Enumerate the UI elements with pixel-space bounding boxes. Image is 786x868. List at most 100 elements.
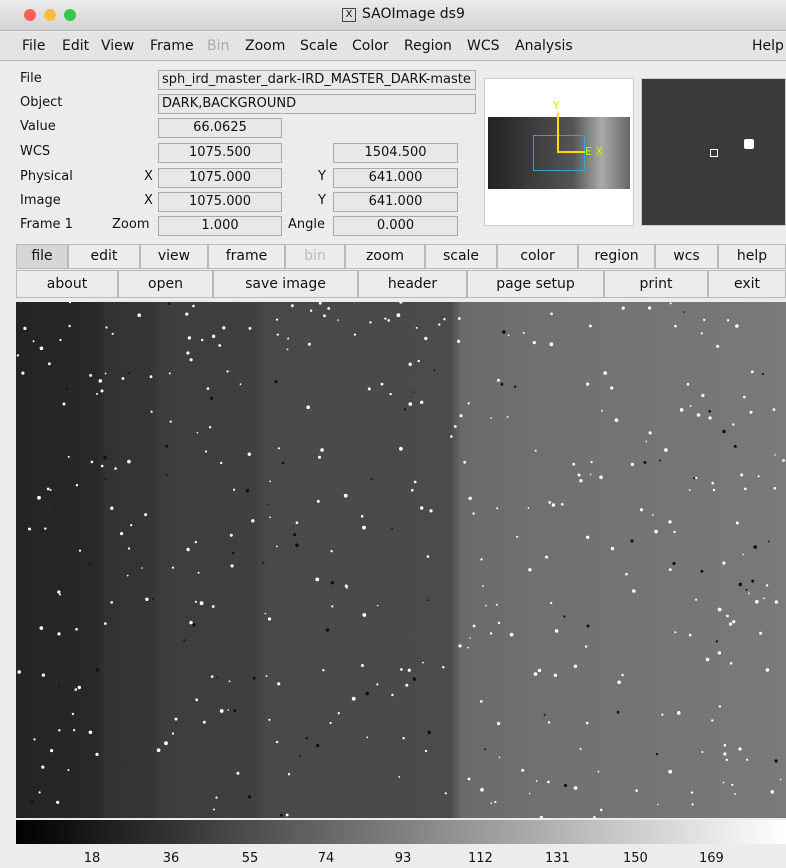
star [734, 793, 737, 795]
button-bar-button[interactable]: help [718, 244, 786, 269]
menu-item[interactable]: View [101, 38, 135, 54]
menu-item[interactable]: Color [352, 38, 389, 54]
star [527, 507, 530, 509]
field-x: 1075.000 [158, 168, 282, 188]
star [144, 513, 148, 517]
star [275, 740, 279, 744]
menu-item[interactable]: Region [404, 38, 452, 54]
command-button[interactable]: print [604, 270, 708, 298]
star [227, 709, 230, 711]
button-bar-button[interactable]: file [16, 244, 68, 269]
star [196, 431, 199, 434]
star [668, 520, 672, 524]
star [537, 668, 542, 673]
button-bar-button[interactable]: edit [68, 244, 140, 269]
button-bar-button[interactable]: wcs [655, 244, 718, 269]
command-button[interactable]: save image [213, 270, 358, 298]
close-button[interactable] [24, 9, 36, 21]
star [150, 410, 153, 413]
command-button[interactable]: page setup [467, 270, 604, 298]
button-bar-button[interactable]: zoom [345, 244, 425, 269]
star [673, 530, 676, 534]
star [316, 499, 320, 503]
menu-item[interactable]: Help [752, 38, 784, 54]
star [711, 719, 714, 722]
star [590, 461, 593, 464]
zoom-button[interactable] [64, 9, 76, 21]
star [695, 476, 698, 480]
star [427, 599, 430, 602]
menu-item[interactable]: Edit [62, 38, 90, 54]
star [749, 410, 753, 414]
star [516, 535, 519, 538]
menu-item[interactable]: Bin [207, 38, 230, 54]
button-bar-button[interactable]: scale [425, 244, 497, 269]
star [700, 569, 704, 573]
star [617, 680, 621, 685]
star [731, 783, 734, 786]
star [171, 732, 175, 735]
star [554, 629, 559, 633]
star [543, 713, 546, 716]
command-button[interactable]: exit [708, 270, 786, 298]
star [293, 533, 297, 537]
star [50, 749, 54, 753]
star [572, 462, 576, 466]
command-button[interactable]: about [16, 270, 118, 298]
star [330, 550, 333, 553]
button-bar-button[interactable]: color [497, 244, 578, 269]
star [744, 487, 747, 491]
command-button[interactable]: open [118, 270, 213, 298]
button-bar-button[interactable]: bin [285, 244, 345, 269]
star [738, 582, 743, 587]
star [535, 780, 538, 782]
field-x: 1075.500 [158, 143, 282, 163]
field-y: 641.000 [333, 168, 458, 188]
star [189, 620, 193, 625]
menu-item[interactable]: Frame [150, 38, 194, 54]
star [127, 371, 131, 374]
button-bar-button[interactable]: region [578, 244, 655, 269]
field-label: Frame 1 [20, 217, 73, 232]
star [399, 446, 403, 451]
menu-item[interactable]: File [22, 38, 46, 54]
star [422, 661, 424, 664]
star [287, 337, 290, 340]
menu-item[interactable]: Zoom [245, 38, 286, 54]
menu-item[interactable]: Scale [300, 38, 338, 54]
star [674, 631, 677, 634]
star [585, 721, 589, 725]
star [732, 423, 735, 426]
star [500, 382, 504, 386]
star [716, 344, 720, 348]
star [98, 379, 103, 383]
star [772, 408, 776, 411]
panner-arrow [557, 113, 585, 153]
star [88, 562, 91, 565]
star [722, 561, 726, 565]
star [551, 503, 556, 507]
star [360, 664, 364, 667]
menu-item[interactable]: WCS [467, 38, 500, 54]
star [236, 771, 240, 775]
star [480, 700, 483, 703]
star [761, 373, 764, 376]
star [222, 326, 226, 330]
menu-item[interactable]: Analysis [515, 38, 573, 54]
command-button[interactable]: header [358, 270, 467, 298]
star [218, 344, 222, 347]
star [248, 327, 252, 330]
star [167, 302, 171, 305]
star [753, 545, 757, 549]
star [219, 709, 224, 713]
star [114, 467, 117, 470]
button-bar-button[interactable]: view [140, 244, 208, 269]
star [696, 413, 701, 417]
star [230, 564, 234, 568]
star [137, 313, 141, 317]
star [41, 765, 45, 769]
star [201, 338, 204, 342]
star [68, 301, 72, 304]
minimize-button[interactable] [44, 9, 56, 21]
button-bar-button[interactable]: frame [208, 244, 285, 269]
